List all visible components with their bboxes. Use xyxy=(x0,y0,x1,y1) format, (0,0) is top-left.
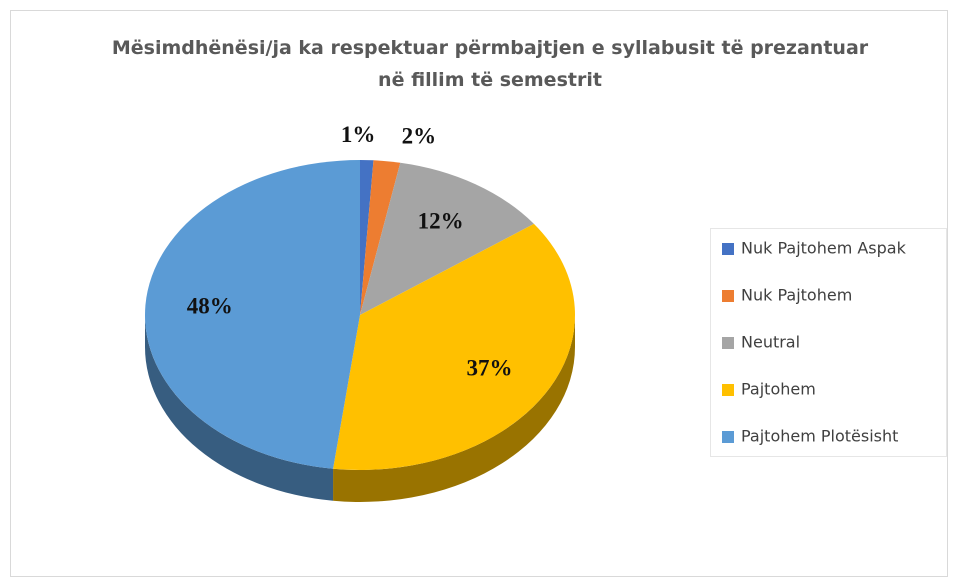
pie-slice xyxy=(333,223,575,470)
legend-label: Pajtohem Plotësisht xyxy=(741,427,898,446)
legend-swatch xyxy=(722,290,734,302)
pie-slice xyxy=(360,160,401,315)
legend-swatch xyxy=(722,431,734,443)
legend-label: Neutral xyxy=(741,333,800,352)
data-label: 37% xyxy=(467,356,513,381)
legend-swatch xyxy=(722,243,734,255)
pie-slice xyxy=(360,162,534,315)
data-label: 1% xyxy=(341,122,376,147)
pie-side xyxy=(333,315,575,502)
pie-slice xyxy=(360,160,374,315)
legend-swatch xyxy=(722,337,734,349)
legend-box xyxy=(710,228,947,457)
legend-label: Nuk Pajtohem xyxy=(741,286,852,305)
data-label: 12% xyxy=(418,209,464,234)
data-label: 2% xyxy=(402,123,437,148)
pie-side xyxy=(145,315,334,501)
pie-slice xyxy=(145,160,360,469)
data-label: 48% xyxy=(187,293,233,318)
legend-label: Nuk Pajtohem Aspak xyxy=(741,239,907,258)
legend-swatch xyxy=(722,384,734,396)
legend-label: Pajtohem xyxy=(741,380,816,399)
chart-title: Mësimdhënësi/ja ka respektuar përmbajtje… xyxy=(112,37,869,91)
